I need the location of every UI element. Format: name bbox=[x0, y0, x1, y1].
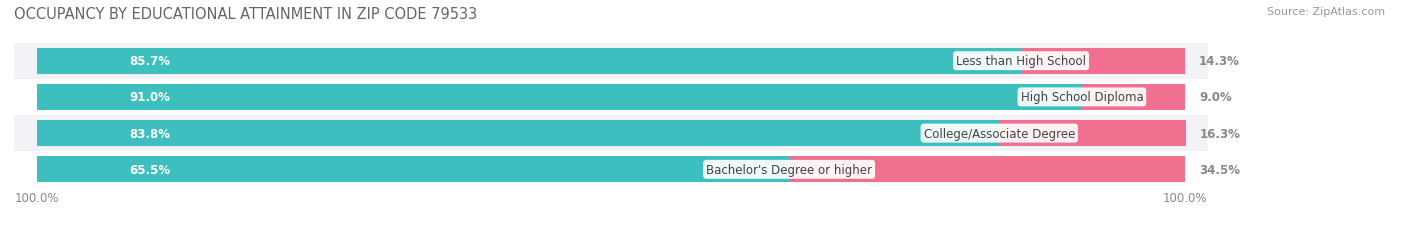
Text: 100.0%: 100.0% bbox=[15, 191, 59, 204]
Bar bbox=[14, 116, 1208, 152]
Text: 34.5%: 34.5% bbox=[1199, 163, 1240, 176]
Text: Less than High School: Less than High School bbox=[956, 55, 1085, 68]
Text: College/Associate Degree: College/Associate Degree bbox=[924, 127, 1076, 140]
Bar bbox=[14, 152, 1208, 188]
Text: 9.0%: 9.0% bbox=[1199, 91, 1232, 104]
Bar bbox=[37, 121, 1000, 146]
Bar bbox=[37, 49, 1021, 74]
Bar bbox=[1000, 121, 1187, 146]
Bar bbox=[14, 43, 1208, 79]
Bar bbox=[37, 157, 789, 182]
Text: OCCUPANCY BY EDUCATIONAL ATTAINMENT IN ZIP CODE 79533: OCCUPANCY BY EDUCATIONAL ATTAINMENT IN Z… bbox=[14, 7, 477, 22]
Bar bbox=[37, 85, 1185, 110]
Text: 85.7%: 85.7% bbox=[129, 55, 170, 68]
Bar bbox=[14, 79, 1208, 116]
Text: High School Diploma: High School Diploma bbox=[1021, 91, 1143, 104]
Bar bbox=[1083, 85, 1185, 110]
Bar bbox=[37, 121, 1185, 146]
Text: 65.5%: 65.5% bbox=[129, 163, 170, 176]
Text: 91.0%: 91.0% bbox=[129, 91, 170, 104]
Text: 83.8%: 83.8% bbox=[129, 127, 170, 140]
Bar bbox=[37, 157, 1185, 182]
Text: 100.0%: 100.0% bbox=[1163, 191, 1208, 204]
Text: Source: ZipAtlas.com: Source: ZipAtlas.com bbox=[1267, 7, 1385, 17]
Bar bbox=[37, 49, 1185, 74]
Text: Bachelor's Degree or higher: Bachelor's Degree or higher bbox=[706, 163, 872, 176]
Bar bbox=[37, 85, 1083, 110]
Bar bbox=[1021, 49, 1185, 74]
Text: 16.3%: 16.3% bbox=[1201, 127, 1241, 140]
Text: 14.3%: 14.3% bbox=[1199, 55, 1240, 68]
Bar bbox=[789, 157, 1185, 182]
